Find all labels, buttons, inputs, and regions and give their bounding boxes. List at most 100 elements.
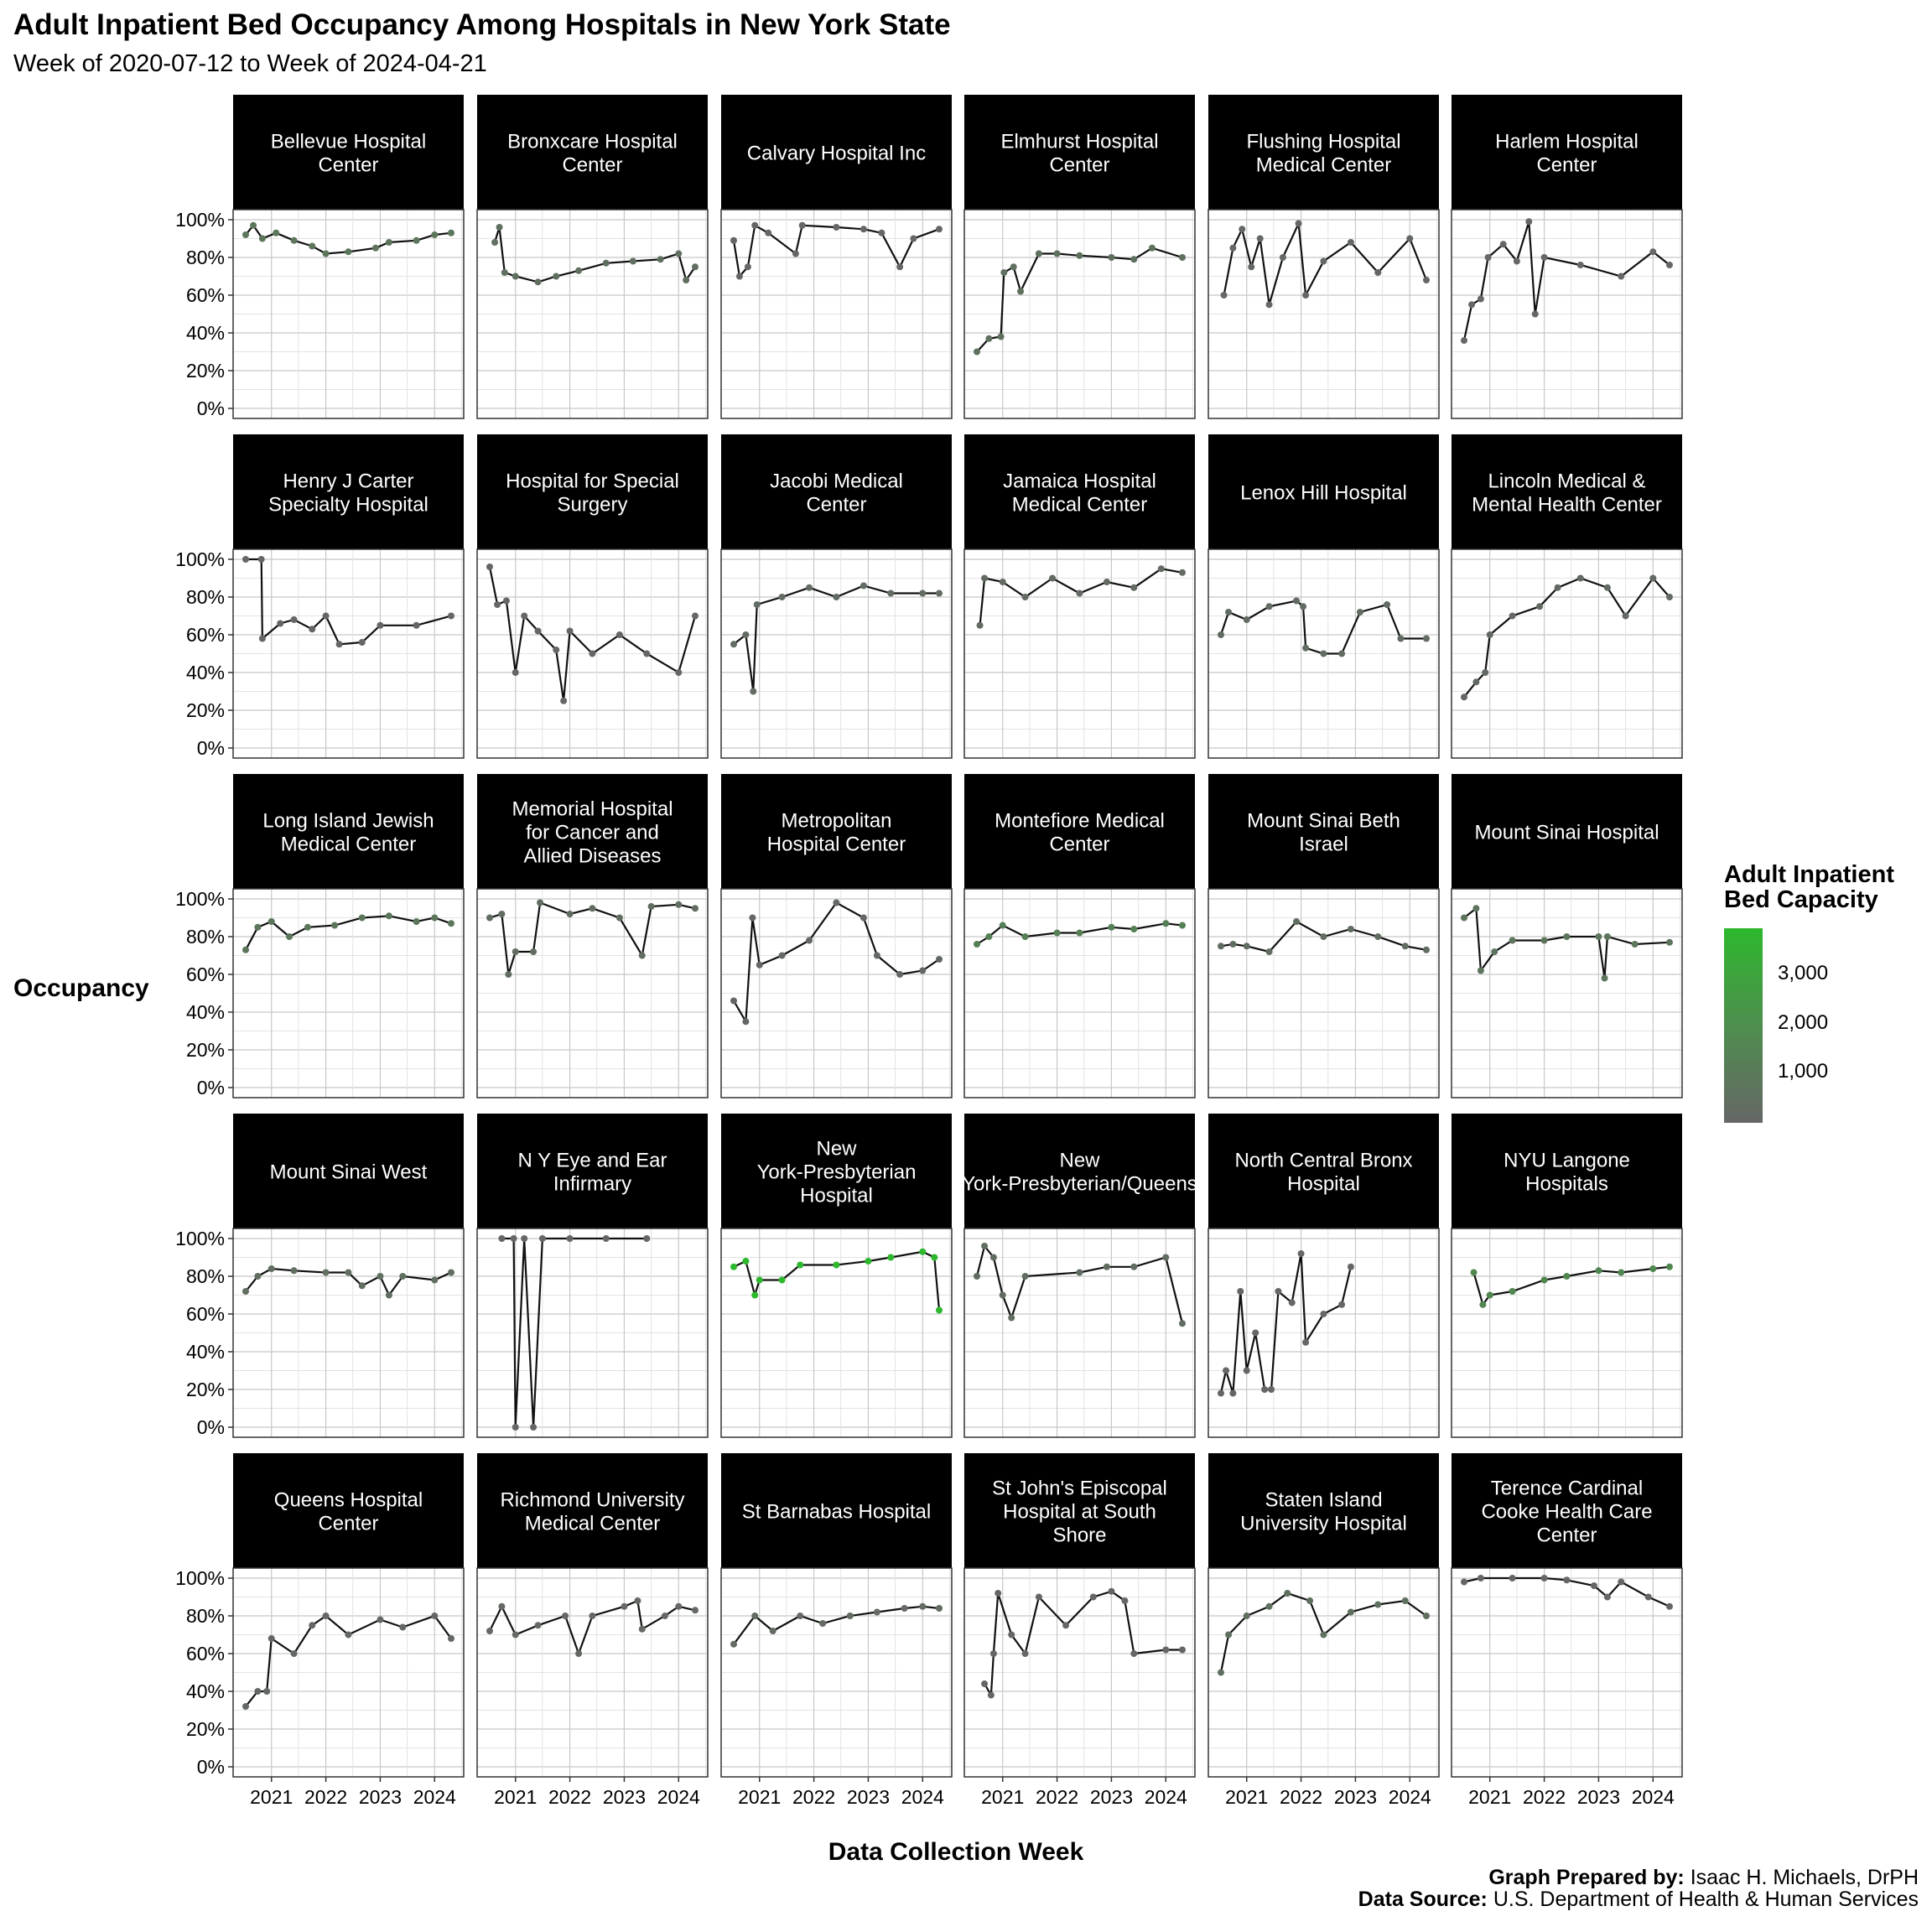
panel-strip (721, 434, 952, 549)
data-point (1484, 254, 1492, 261)
data-point (896, 263, 904, 271)
data-point (1622, 612, 1629, 620)
data-point (413, 918, 420, 925)
data-point (1649, 574, 1657, 582)
data-point (486, 1628, 493, 1634)
data-point (1423, 277, 1430, 283)
panel-title: Surgery (557, 494, 627, 517)
panel-border (476, 548, 709, 759)
data-point (833, 1261, 840, 1269)
panel-strip (964, 1114, 1195, 1228)
panel-title: Israel (1299, 834, 1348, 856)
x-tick-label: 2024 (1145, 1786, 1187, 1808)
x-tick-label: 2024 (1389, 1786, 1431, 1808)
data-point (730, 236, 737, 244)
data-point (345, 248, 352, 256)
data-point (1554, 584, 1561, 591)
series-line (733, 1605, 940, 1645)
data-point (448, 229, 454, 236)
panel-strip (1208, 434, 1439, 549)
panel-title: Center (318, 154, 378, 177)
x-tick-label: 2023 (1577, 1786, 1620, 1808)
data-point (510, 1235, 517, 1242)
y-tick-label: 60% (186, 624, 225, 646)
legend-colorbar (1724, 928, 1763, 1123)
panel-border (1208, 888, 1440, 1098)
legend-label: 1,000 (1778, 1060, 1829, 1083)
data-point (1017, 288, 1025, 295)
data-point (602, 1235, 610, 1242)
data-point (553, 273, 560, 280)
data-point (1563, 1576, 1571, 1584)
data-point (730, 1640, 737, 1648)
data-point (987, 1691, 995, 1699)
data-point (1148, 244, 1156, 252)
data-point (887, 1254, 895, 1261)
y-tick-label: 100% (175, 209, 225, 231)
legend-label: 3,000 (1778, 962, 1829, 984)
data-point (846, 1613, 854, 1619)
y-tick-label: 80% (186, 1605, 225, 1627)
data-point (981, 574, 989, 582)
panel-title: Mount Sinai West (270, 1161, 428, 1184)
data-point (322, 250, 330, 257)
data-point (1603, 1593, 1611, 1601)
data-point (1423, 1613, 1430, 1619)
data-point (1218, 1389, 1224, 1397)
panel-border (1208, 1228, 1440, 1438)
panel-strip (1208, 1114, 1439, 1228)
data-point (1509, 612, 1516, 620)
panel-title: Long Island Jewish (262, 810, 434, 833)
data-point (1347, 1263, 1354, 1270)
data-point (995, 1590, 1002, 1597)
data-point (931, 1254, 938, 1261)
data-point (675, 1602, 683, 1610)
legend-title-line2: Bed Capacity (1724, 886, 1878, 913)
data-point (1062, 1622, 1070, 1629)
data-point (1130, 1650, 1138, 1657)
data-point (792, 250, 799, 257)
data-point (1320, 257, 1327, 265)
data-point (865, 1258, 872, 1265)
data-point (1397, 635, 1405, 642)
data-point (798, 221, 806, 229)
data-point (751, 1291, 759, 1299)
data-point (1243, 1613, 1250, 1619)
data-point (1320, 650, 1327, 657)
data-point (413, 621, 420, 629)
data-point (1261, 1386, 1269, 1393)
data-point (1229, 941, 1237, 948)
x-tick-label: 2023 (603, 1786, 646, 1808)
data-point (974, 1273, 980, 1280)
series-line (246, 558, 452, 646)
data-point (1302, 644, 1310, 652)
legend-tick (1763, 974, 1769, 976)
legend-title-line1: Adult Inpatient (1724, 861, 1894, 888)
panel-border (232, 1228, 465, 1438)
data-point (742, 1018, 750, 1026)
data-point (1293, 918, 1301, 925)
data-point (797, 1613, 804, 1619)
data-point (1076, 252, 1083, 259)
data-point (431, 231, 439, 238)
y-tick-label: 0% (197, 737, 225, 759)
data-point (1295, 220, 1302, 227)
data-point (1666, 1263, 1673, 1270)
panel-strip (477, 95, 708, 210)
data-point (1108, 923, 1115, 931)
data-point (985, 933, 993, 940)
data-point (675, 250, 683, 257)
data-point (322, 1269, 330, 1276)
data-point (999, 579, 1006, 585)
x-tick-label: 2022 (1523, 1786, 1566, 1808)
data-point (267, 918, 275, 925)
data-point (1010, 263, 1017, 271)
data-point (797, 1261, 804, 1269)
data-point (498, 911, 506, 917)
x-tick-label: 2021 (738, 1786, 781, 1808)
data-point (1536, 603, 1544, 610)
data-point (936, 1605, 943, 1612)
panel-border (232, 888, 465, 1098)
data-point (634, 1597, 641, 1604)
data-point (1649, 248, 1657, 256)
